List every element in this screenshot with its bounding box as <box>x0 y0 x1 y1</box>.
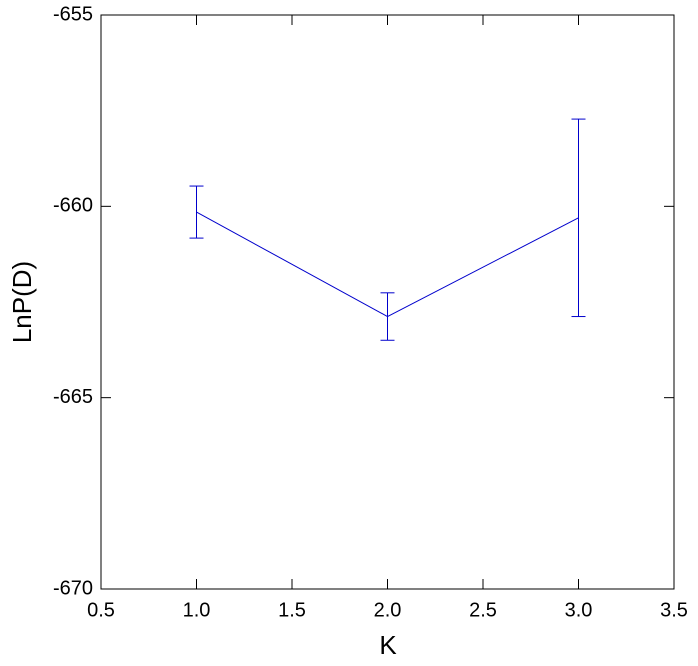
x-tick-label: 0.5 <box>87 599 115 621</box>
x-tick-label: 1.5 <box>278 599 306 621</box>
x-tick-label: 2.5 <box>469 599 497 621</box>
x-tick-label: 3.5 <box>660 599 688 621</box>
y-tick-label: -660 <box>53 195 93 217</box>
y-tick-label: -665 <box>53 386 93 408</box>
y-tick-label: -670 <box>53 577 93 599</box>
x-tick-label: 2.0 <box>374 599 402 621</box>
error-bar <box>380 292 395 341</box>
y-axis-label: LnP(D) <box>7 261 37 343</box>
y-tick-label: -655 <box>53 3 93 25</box>
error-bar <box>189 185 204 239</box>
error-bar <box>571 118 586 318</box>
x-tick-label: 1.0 <box>183 599 211 621</box>
x-axis-label: K <box>379 630 397 660</box>
x-tick-label: 3.0 <box>565 599 593 621</box>
